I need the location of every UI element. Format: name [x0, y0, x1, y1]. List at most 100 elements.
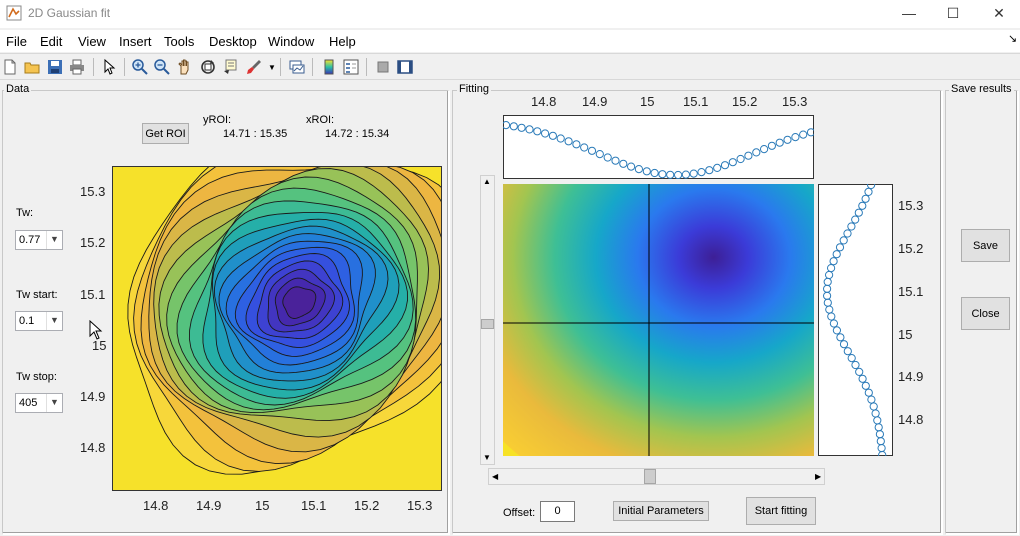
y-profile-point [861, 381, 870, 390]
get-roi-button[interactable]: Get ROI [142, 123, 189, 144]
colorbar-icon[interactable] [320, 58, 338, 76]
brush-dropdown-icon[interactable]: ▼ [268, 63, 276, 72]
y-profile-point [829, 319, 838, 328]
pan-hand-icon[interactable] [176, 58, 194, 76]
yroi-value: 14.71 : 15.35 [223, 128, 288, 140]
x-profile-point [572, 140, 581, 149]
menu-edit[interactable]: Edit [40, 34, 63, 49]
x-profile-point [517, 123, 526, 132]
contour-ytick: 15.1 [80, 287, 106, 302]
title-bar: 2D Gaussian fit — ☐ ✕ [0, 0, 1020, 28]
vertical-slider[interactable]: ▲ ▼ [480, 175, 495, 465]
print-icon[interactable] [68, 58, 86, 76]
x-profile-point [564, 137, 573, 146]
toolbar-separator [312, 58, 313, 76]
tw-label: Tw: [16, 207, 34, 219]
mouse-cursor-icon [89, 320, 103, 340]
legend-icon[interactable] [342, 58, 360, 76]
horizontal-slider[interactable]: ◀ ▶ [488, 468, 825, 485]
save-button[interactable]: Save [961, 229, 1010, 262]
menu-tools[interactable]: Tools [164, 34, 195, 49]
tw-select[interactable]: 0.77 ▼ [15, 230, 63, 250]
scroll-right-icon[interactable]: ▶ [815, 472, 822, 481]
y-profile-plot[interactable] [818, 184, 893, 456]
menu-file[interactable]: File [6, 34, 27, 49]
contour-plot[interactable] [112, 166, 442, 491]
data-panel [2, 90, 449, 534]
x-profile-point [775, 138, 784, 147]
menu-view[interactable]: View [78, 34, 106, 49]
menu-window[interactable]: Window [268, 34, 315, 49]
scroll-left-icon[interactable]: ◀ [492, 472, 499, 481]
x-profile-point [595, 150, 604, 159]
top-xtick: 15.3 [782, 94, 808, 109]
vertical-slider-thumb[interactable] [481, 319, 494, 329]
tw-start-select[interactable]: 0.1 ▼ [15, 311, 63, 331]
contour-xtick: 15 [255, 498, 270, 513]
menu-desktop[interactable]: Desktop [209, 34, 257, 49]
chevron-down-icon: ▼ [46, 312, 62, 330]
dock-arrow-icon[interactable]: ↘ [1008, 33, 1018, 45]
zoom-in-icon[interactable] [131, 58, 149, 76]
offset-input[interactable]: 0 [540, 501, 575, 522]
horizontal-slider-thumb[interactable] [644, 469, 656, 484]
y-profile-point [858, 201, 867, 210]
hide-plot-tools-icon[interactable] [374, 58, 392, 76]
maximize-button[interactable]: ☐ [946, 5, 960, 21]
y-profile-point [864, 187, 873, 196]
minimize-button[interactable]: — [902, 5, 916, 21]
x-profile-point [799, 130, 808, 139]
y-profile-point [829, 257, 838, 266]
x-profile-point [767, 141, 776, 150]
menu-help[interactable]: Help [329, 34, 356, 49]
rotate-3d-icon[interactable] [199, 58, 217, 76]
contour-ytick: 14.9 [80, 389, 106, 404]
show-plot-tools-icon[interactable] [396, 58, 414, 76]
toolbar-separator [366, 58, 367, 76]
y-profile-point [854, 208, 863, 217]
y-profile-point [861, 194, 870, 203]
chevron-down-icon: ▼ [46, 394, 62, 412]
scroll-down-icon[interactable]: ▼ [483, 453, 491, 462]
link-plot-icon[interactable] [288, 58, 306, 76]
zoom-out-icon[interactable] [153, 58, 171, 76]
x-profile-point [533, 127, 542, 136]
chevron-down-icon: ▼ [46, 231, 62, 249]
close-window-button[interactable]: ✕ [993, 5, 1005, 21]
y-profile-point [836, 333, 845, 342]
y-profile-point [832, 326, 841, 335]
new-file-icon[interactable] [1, 58, 19, 76]
y-profile-point [851, 215, 860, 224]
toolbar-separator [280, 58, 281, 76]
data-cursor-icon[interactable] [222, 58, 240, 76]
offset-label: Offset: [503, 507, 536, 519]
initial-parameters-button[interactable]: Initial Parameters [613, 501, 709, 521]
y-profile-point [847, 354, 856, 363]
select-arrow-icon[interactable] [100, 58, 118, 76]
menu-bar: File Edit View Insert Tools Desktop Wind… [0, 30, 1020, 52]
contour-xtick: 14.8 [143, 498, 169, 513]
x-profile-point [503, 121, 511, 130]
x-profile-point [713, 163, 722, 173]
right-ytick: 15.3 [898, 198, 924, 213]
save-icon[interactable] [46, 58, 64, 76]
fit-heatmap[interactable] [503, 184, 814, 456]
close-button[interactable]: Close [961, 297, 1010, 330]
tw-start-select-value: 0.1 [19, 315, 35, 327]
brush-icon[interactable] [245, 58, 263, 76]
x-profile-point [806, 128, 814, 137]
y-profile-point [827, 312, 836, 321]
toolbar-separator [124, 58, 125, 76]
start-fitting-button[interactable]: Start fitting [746, 497, 816, 525]
x-profile-point [720, 161, 730, 170]
y-profile-point [832, 250, 841, 259]
open-folder-icon[interactable] [23, 58, 41, 76]
window-title: 2D Gaussian fit [28, 6, 111, 20]
x-profile-point [689, 169, 698, 178]
menu-insert[interactable]: Insert [119, 34, 152, 49]
y-profile-point [847, 222, 856, 231]
x-profile-plot[interactable] [503, 115, 814, 179]
scroll-up-icon[interactable]: ▲ [483, 177, 491, 186]
x-profile-point [752, 148, 761, 157]
tw-stop-select[interactable]: 405 ▼ [15, 393, 63, 413]
